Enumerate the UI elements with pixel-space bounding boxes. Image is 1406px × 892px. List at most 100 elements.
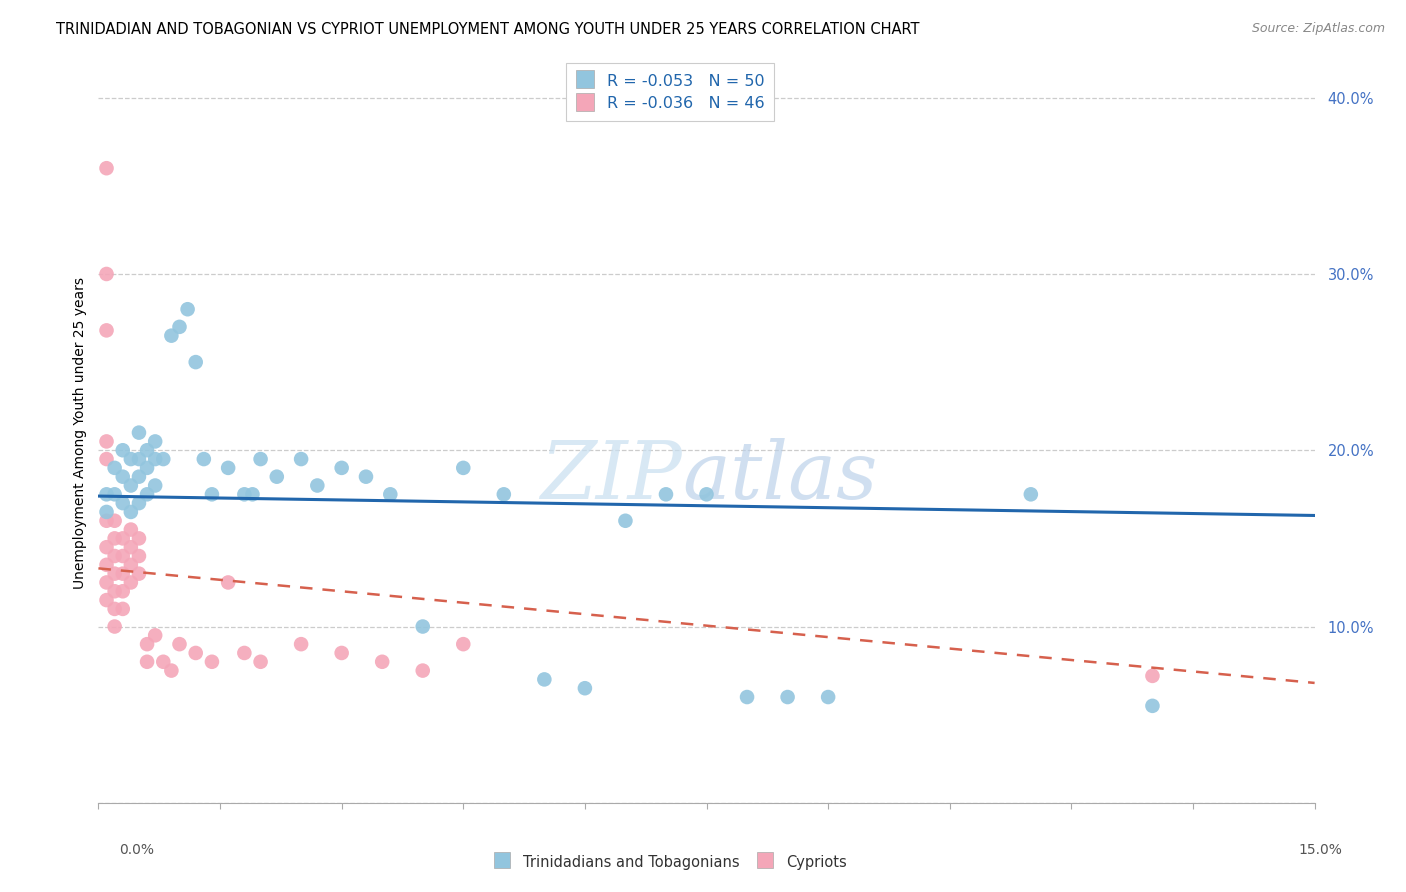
- Point: [111, 469, 134, 483]
- Point: [184, 355, 207, 369]
- Point: [735, 690, 758, 704]
- Point: [136, 487, 159, 501]
- Text: ZIP: ZIP: [540, 438, 682, 516]
- Point: [136, 637, 159, 651]
- Point: [160, 328, 183, 343]
- Text: atlas: atlas: [682, 438, 877, 516]
- Point: [96, 593, 118, 607]
- Point: [193, 452, 215, 467]
- Point: [412, 619, 434, 633]
- Point: [136, 655, 159, 669]
- Point: [104, 549, 127, 563]
- Point: [152, 655, 174, 669]
- Point: [696, 487, 718, 501]
- Point: [233, 646, 256, 660]
- Point: [120, 558, 142, 572]
- Point: [290, 637, 312, 651]
- Y-axis label: Unemployment Among Youth under 25 years: Unemployment Among Youth under 25 years: [73, 277, 87, 589]
- Text: 15.0%: 15.0%: [1299, 843, 1343, 857]
- Point: [111, 584, 134, 599]
- Point: [96, 487, 118, 501]
- Point: [104, 487, 127, 501]
- Point: [120, 452, 142, 467]
- Point: [128, 566, 150, 581]
- Point: [104, 461, 127, 475]
- Point: [128, 452, 150, 467]
- Point: [120, 575, 142, 590]
- Point: [1142, 698, 1164, 713]
- Point: [249, 452, 271, 467]
- Point: [111, 566, 134, 581]
- Point: [776, 690, 799, 704]
- Point: [169, 637, 191, 651]
- Point: [136, 443, 159, 458]
- Point: [242, 487, 264, 501]
- Text: TRINIDADIAN AND TOBAGONIAN VS CYPRIOT UNEMPLOYMENT AMONG YOUTH UNDER 25 YEARS CO: TRINIDADIAN AND TOBAGONIAN VS CYPRIOT UN…: [56, 22, 920, 37]
- Point: [307, 478, 329, 492]
- Point: [160, 664, 183, 678]
- Point: [96, 505, 118, 519]
- Point: [104, 514, 127, 528]
- Point: [492, 487, 515, 501]
- Point: [143, 628, 166, 642]
- Point: [169, 319, 191, 334]
- Legend: Trinidadians and Tobagonians, Cypriots: Trinidadians and Tobagonians, Cypriots: [486, 847, 853, 877]
- Point: [120, 540, 142, 554]
- Point: [574, 681, 596, 696]
- Point: [96, 434, 118, 449]
- Point: [111, 549, 134, 563]
- Point: [217, 575, 239, 590]
- Point: [120, 505, 142, 519]
- Point: [128, 425, 150, 440]
- Point: [1142, 669, 1164, 683]
- Point: [143, 434, 166, 449]
- Point: [128, 532, 150, 546]
- Point: [1019, 487, 1042, 501]
- Point: [266, 469, 288, 483]
- Point: [128, 496, 150, 510]
- Point: [143, 452, 166, 467]
- Point: [371, 655, 394, 669]
- Point: [354, 469, 377, 483]
- Point: [330, 646, 353, 660]
- Text: 0.0%: 0.0%: [120, 843, 155, 857]
- Point: [104, 602, 127, 616]
- Point: [104, 532, 127, 546]
- Point: [96, 323, 118, 337]
- Point: [128, 469, 150, 483]
- Point: [128, 549, 150, 563]
- Point: [96, 514, 118, 528]
- Point: [330, 461, 353, 475]
- Point: [96, 558, 118, 572]
- Point: [104, 584, 127, 599]
- Point: [217, 461, 239, 475]
- Point: [136, 461, 159, 475]
- Point: [104, 619, 127, 633]
- Point: [96, 267, 118, 281]
- Point: [533, 673, 555, 687]
- Point: [96, 452, 118, 467]
- Point: [201, 487, 224, 501]
- Point: [176, 302, 198, 317]
- Point: [111, 532, 134, 546]
- Point: [111, 443, 134, 458]
- Point: [412, 664, 434, 678]
- Point: [201, 655, 224, 669]
- Text: Source: ZipAtlas.com: Source: ZipAtlas.com: [1251, 22, 1385, 36]
- Point: [120, 523, 142, 537]
- Point: [152, 452, 174, 467]
- Point: [120, 478, 142, 492]
- Point: [817, 690, 839, 704]
- Point: [104, 566, 127, 581]
- Point: [290, 452, 312, 467]
- Point: [96, 575, 118, 590]
- Point: [184, 646, 207, 660]
- Point: [614, 514, 637, 528]
- Point: [380, 487, 402, 501]
- Point: [111, 496, 134, 510]
- Point: [96, 161, 118, 176]
- Point: [96, 540, 118, 554]
- Point: [453, 637, 475, 651]
- Point: [233, 487, 256, 501]
- Point: [655, 487, 678, 501]
